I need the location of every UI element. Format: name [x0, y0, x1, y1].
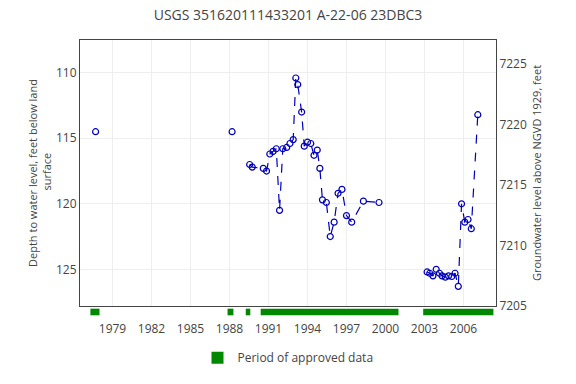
- svg-text:125: 125: [56, 261, 77, 278]
- svg-text:1997: 1997: [333, 320, 361, 337]
- svg-text:1979: 1979: [99, 320, 127, 337]
- svg-text:1994: 1994: [294, 320, 322, 337]
- svg-text:7225: 7225: [499, 55, 527, 72]
- svg-text:Depth to water level, feet bel: Depth to water level, feet below land su…: [25, 79, 54, 267]
- svg-text:7210: 7210: [499, 237, 527, 254]
- svg-text:120: 120: [56, 195, 77, 212]
- svg-text:2000: 2000: [372, 320, 400, 337]
- svg-text:Groundwater level above NGVD 1: Groundwater level above NGVD 1929, feet: [529, 65, 544, 281]
- svg-text:2006: 2006: [450, 320, 478, 337]
- svg-text:1988: 1988: [216, 320, 244, 337]
- svg-text:1985: 1985: [177, 320, 205, 337]
- svg-text:2003: 2003: [411, 320, 439, 337]
- svg-text:7220: 7220: [499, 116, 527, 133]
- svg-text:Period of approved data: Period of approved data: [238, 349, 374, 366]
- svg-text:USGS 351620111433201 A-22-06 2: USGS 351620111433201 A-22-06 23DBC3: [154, 5, 423, 24]
- svg-text:7215: 7215: [499, 176, 527, 193]
- svg-text:1982: 1982: [138, 320, 166, 337]
- svg-text:110: 110: [56, 64, 77, 81]
- svg-text:7205: 7205: [499, 297, 527, 314]
- svg-text:1991: 1991: [255, 320, 282, 337]
- svg-text:115: 115: [56, 129, 77, 146]
